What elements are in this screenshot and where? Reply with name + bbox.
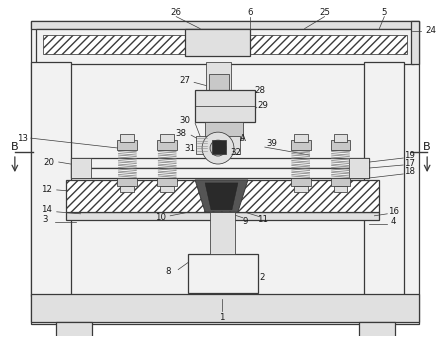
Text: 14: 14 (41, 205, 52, 214)
Text: 10: 10 (155, 213, 166, 222)
Text: 28: 28 (254, 86, 265, 95)
Bar (294, 134, 307, 142)
Bar (36, 29, 414, 64)
Bar (210, 212, 235, 254)
Bar (70, 62, 379, 297)
Bar (291, 178, 311, 186)
Text: 32: 32 (230, 148, 241, 157)
Bar (31, 21, 419, 324)
Text: B: B (11, 142, 19, 152)
Text: 18: 18 (404, 167, 415, 177)
Bar (359, 323, 395, 337)
Circle shape (210, 140, 226, 156)
Text: 19: 19 (404, 151, 415, 159)
Polygon shape (205, 183, 238, 210)
Bar (291, 140, 311, 150)
Bar (365, 62, 404, 297)
Bar (117, 140, 137, 150)
Bar (330, 178, 350, 186)
Polygon shape (195, 180, 248, 212)
Bar (160, 186, 174, 192)
Bar (31, 62, 70, 297)
Bar (206, 62, 231, 92)
Bar (160, 134, 174, 142)
Bar (330, 140, 350, 150)
Bar (70, 158, 369, 168)
Text: 4: 4 (391, 217, 396, 226)
Text: 11: 11 (257, 215, 268, 224)
Bar (205, 122, 243, 140)
Bar (196, 136, 240, 154)
Text: 13: 13 (17, 134, 28, 143)
Bar (195, 90, 255, 122)
Text: 16: 16 (388, 207, 399, 216)
Text: 9: 9 (242, 217, 248, 226)
Bar (117, 178, 137, 186)
Bar (31, 21, 419, 29)
Text: 3: 3 (42, 215, 47, 224)
Text: A: A (240, 134, 246, 143)
Bar (70, 168, 369, 178)
Text: 25: 25 (319, 8, 330, 17)
Text: 8: 8 (166, 267, 171, 276)
Bar (411, 21, 419, 64)
Text: 2: 2 (259, 273, 264, 282)
Bar (334, 134, 347, 142)
Text: 1: 1 (219, 313, 225, 322)
Bar (56, 323, 92, 337)
Text: B: B (424, 142, 431, 152)
Bar (334, 186, 347, 192)
Bar (157, 178, 177, 186)
Bar (70, 158, 90, 178)
Text: 20: 20 (43, 157, 54, 166)
Text: 27: 27 (180, 76, 190, 85)
Text: 29: 29 (257, 101, 268, 110)
Text: 30: 30 (180, 116, 190, 125)
Circle shape (202, 132, 234, 164)
Text: 5: 5 (381, 8, 387, 17)
Bar (66, 212, 379, 220)
Bar (212, 140, 226, 154)
Text: 38: 38 (176, 129, 187, 137)
Text: 17: 17 (404, 158, 415, 167)
Text: 6: 6 (247, 8, 253, 17)
Bar (185, 29, 250, 57)
Bar (120, 134, 134, 142)
Text: 12: 12 (41, 185, 52, 194)
Text: 24: 24 (426, 26, 437, 35)
Bar (188, 254, 258, 294)
Bar (120, 186, 134, 192)
Bar (43, 35, 407, 55)
Bar (294, 186, 307, 192)
Bar (31, 295, 419, 323)
Text: 26: 26 (171, 8, 182, 17)
Bar (209, 74, 229, 91)
Text: 39: 39 (266, 139, 277, 148)
Bar (157, 140, 177, 150)
Bar (66, 180, 379, 212)
Text: 31: 31 (185, 144, 196, 153)
Bar (350, 158, 369, 178)
